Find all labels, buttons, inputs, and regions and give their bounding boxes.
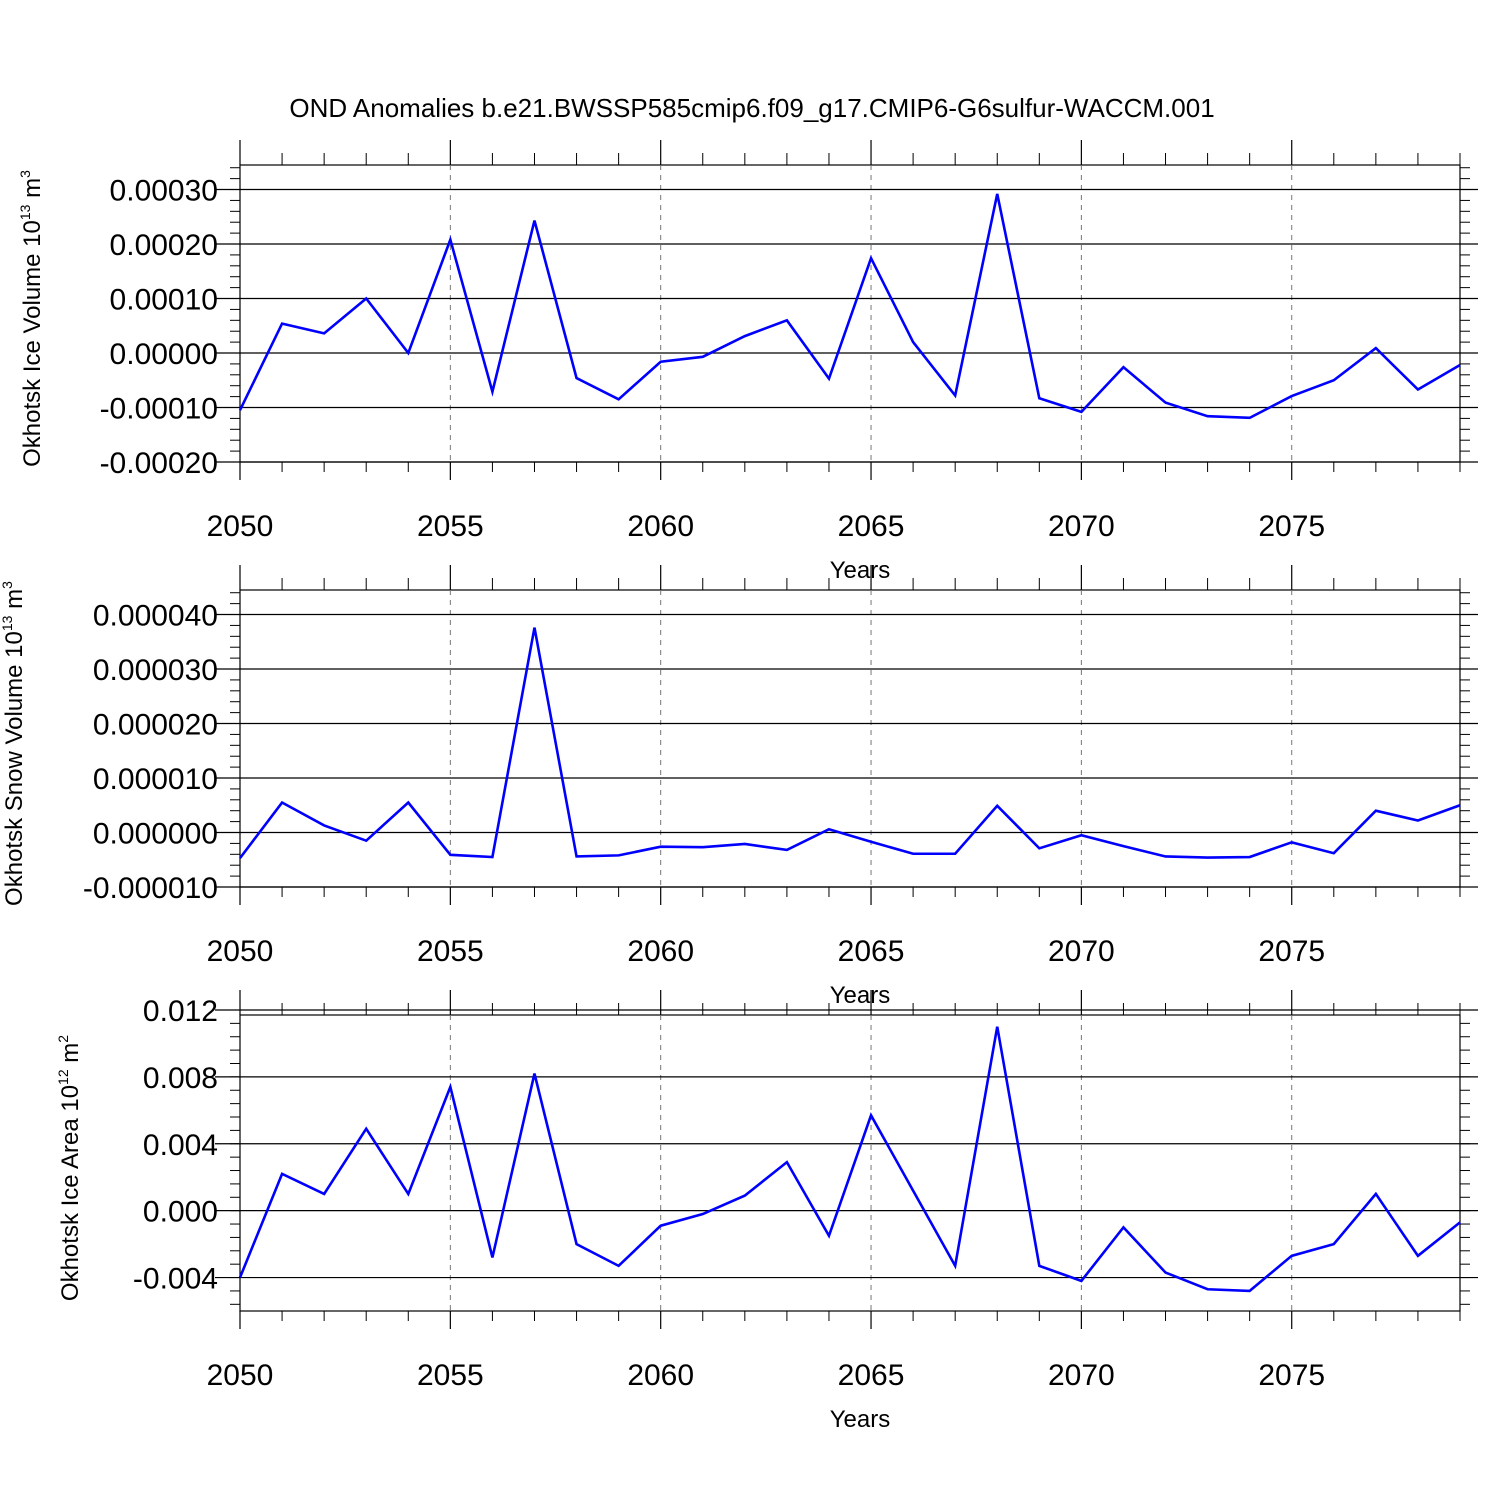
y-tick-label: 0.004 [143,1129,218,1162]
y-tick-label: 0.000010 [93,763,218,796]
x-tick-label: 2070 [1048,1359,1115,1392]
y-axis-label-main: Okhotsk Ice Volume 10 [19,220,46,467]
x-axis-label: Years [830,557,891,584]
series-line [238,627,1461,859]
y-tick-label: 0.00010 [110,284,218,317]
y-tick-label: -0.00010 [100,393,218,426]
chart-title: OND Anomalies b.e21.BWSSP585cmip6.f09_g1… [289,93,1214,123]
x-tick-label: 2050 [207,510,274,543]
x-tick-label: 2060 [627,1359,694,1392]
y-axis-label: Okhotsk Ice Volume 1013 m3 [17,170,46,467]
y-axis-label-exp: 13 [17,204,33,220]
y-tick-label: 0.00000 [110,338,218,371]
y-tick-label: 0.012 [143,995,218,1028]
y-tick-label: -0.000010 [83,872,218,905]
x-axis-label: Years [830,982,891,1009]
y-tick-label: 0.008 [143,1062,218,1095]
panel-1: 2050 2055 2060 2065 2070 2075 0.00030 0.00020 0.… [17,140,1478,584]
y-axis-label-main: Okhotsk Snow Volume 10 [1,631,28,906]
y-tick-label: 0.000020 [93,709,218,742]
y-tick-label: 0.000030 [93,654,218,687]
x-tick-label: 2055 [417,510,484,543]
y-tick-label: -0.00020 [100,447,218,480]
y-axis-label-exp: 13 [0,615,15,631]
y-tick-label: -0.004 [133,1263,218,1296]
y-axis-label-unit: m [1,589,28,616]
panel-2: 2050 2055 2060 2065 2070 2075 0.000040 0.000030… [0,565,1478,1009]
y-tick-label: 0.000 [143,1196,218,1229]
x-axis-label: Years [830,1406,891,1433]
x-tick-label: 2050 [207,935,274,968]
y-axis-label-exp: 12 [55,1069,71,1085]
y-tick-label: 0.00030 [110,175,218,208]
y-axis-label-unit-exp: 2 [55,1035,71,1043]
x-tick-label: 2070 [1048,935,1115,968]
x-tick-label: 2075 [1258,510,1325,543]
series-line [238,1026,1461,1293]
panel-3: 2050 2055 2060 2065 2070 2075 0.012 0.008 0.004 0… [55,990,1478,1433]
x-tick-label: 2060 [627,935,694,968]
x-tick-label: 2075 [1258,935,1325,968]
y-axis-label-unit-exp: 3 [0,581,15,589]
x-tick-label: 2065 [838,935,905,968]
x-tick-label: 2065 [838,510,905,543]
y-axis-label: Okhotsk Ice Area 1012 m2 [55,1035,84,1301]
y-tick-label: 0.000040 [93,600,218,633]
y-tick-label: 0.00020 [110,229,218,262]
x-tick-label: 2055 [417,935,484,968]
x-tick-label: 2070 [1048,510,1115,543]
series-line [238,193,1461,420]
y-axis-label: Okhotsk Snow Volume 1013 m3 [0,581,28,906]
y-axis-label-unit: m [57,1043,84,1070]
plot-frame [239,1014,1461,1312]
x-tick-label: 2055 [417,1359,484,1392]
panels: 2050 2055 2060 2065 2070 2075 0.00030 0.00020 0.… [0,140,1478,1433]
y-axis-label-unit-exp: 3 [17,170,33,178]
x-tick-label: 2065 [838,1359,905,1392]
y-axis-label-unit: m [19,178,46,205]
x-tick-label: 2050 [207,1359,274,1392]
plot-frame [239,589,1461,888]
y-tick-label: 0.000000 [93,818,218,851]
y-axis-label-main: Okhotsk Ice Area 10 [57,1085,84,1301]
x-tick-label: 2075 [1258,1359,1325,1392]
x-tick-label: 2060 [627,510,694,543]
